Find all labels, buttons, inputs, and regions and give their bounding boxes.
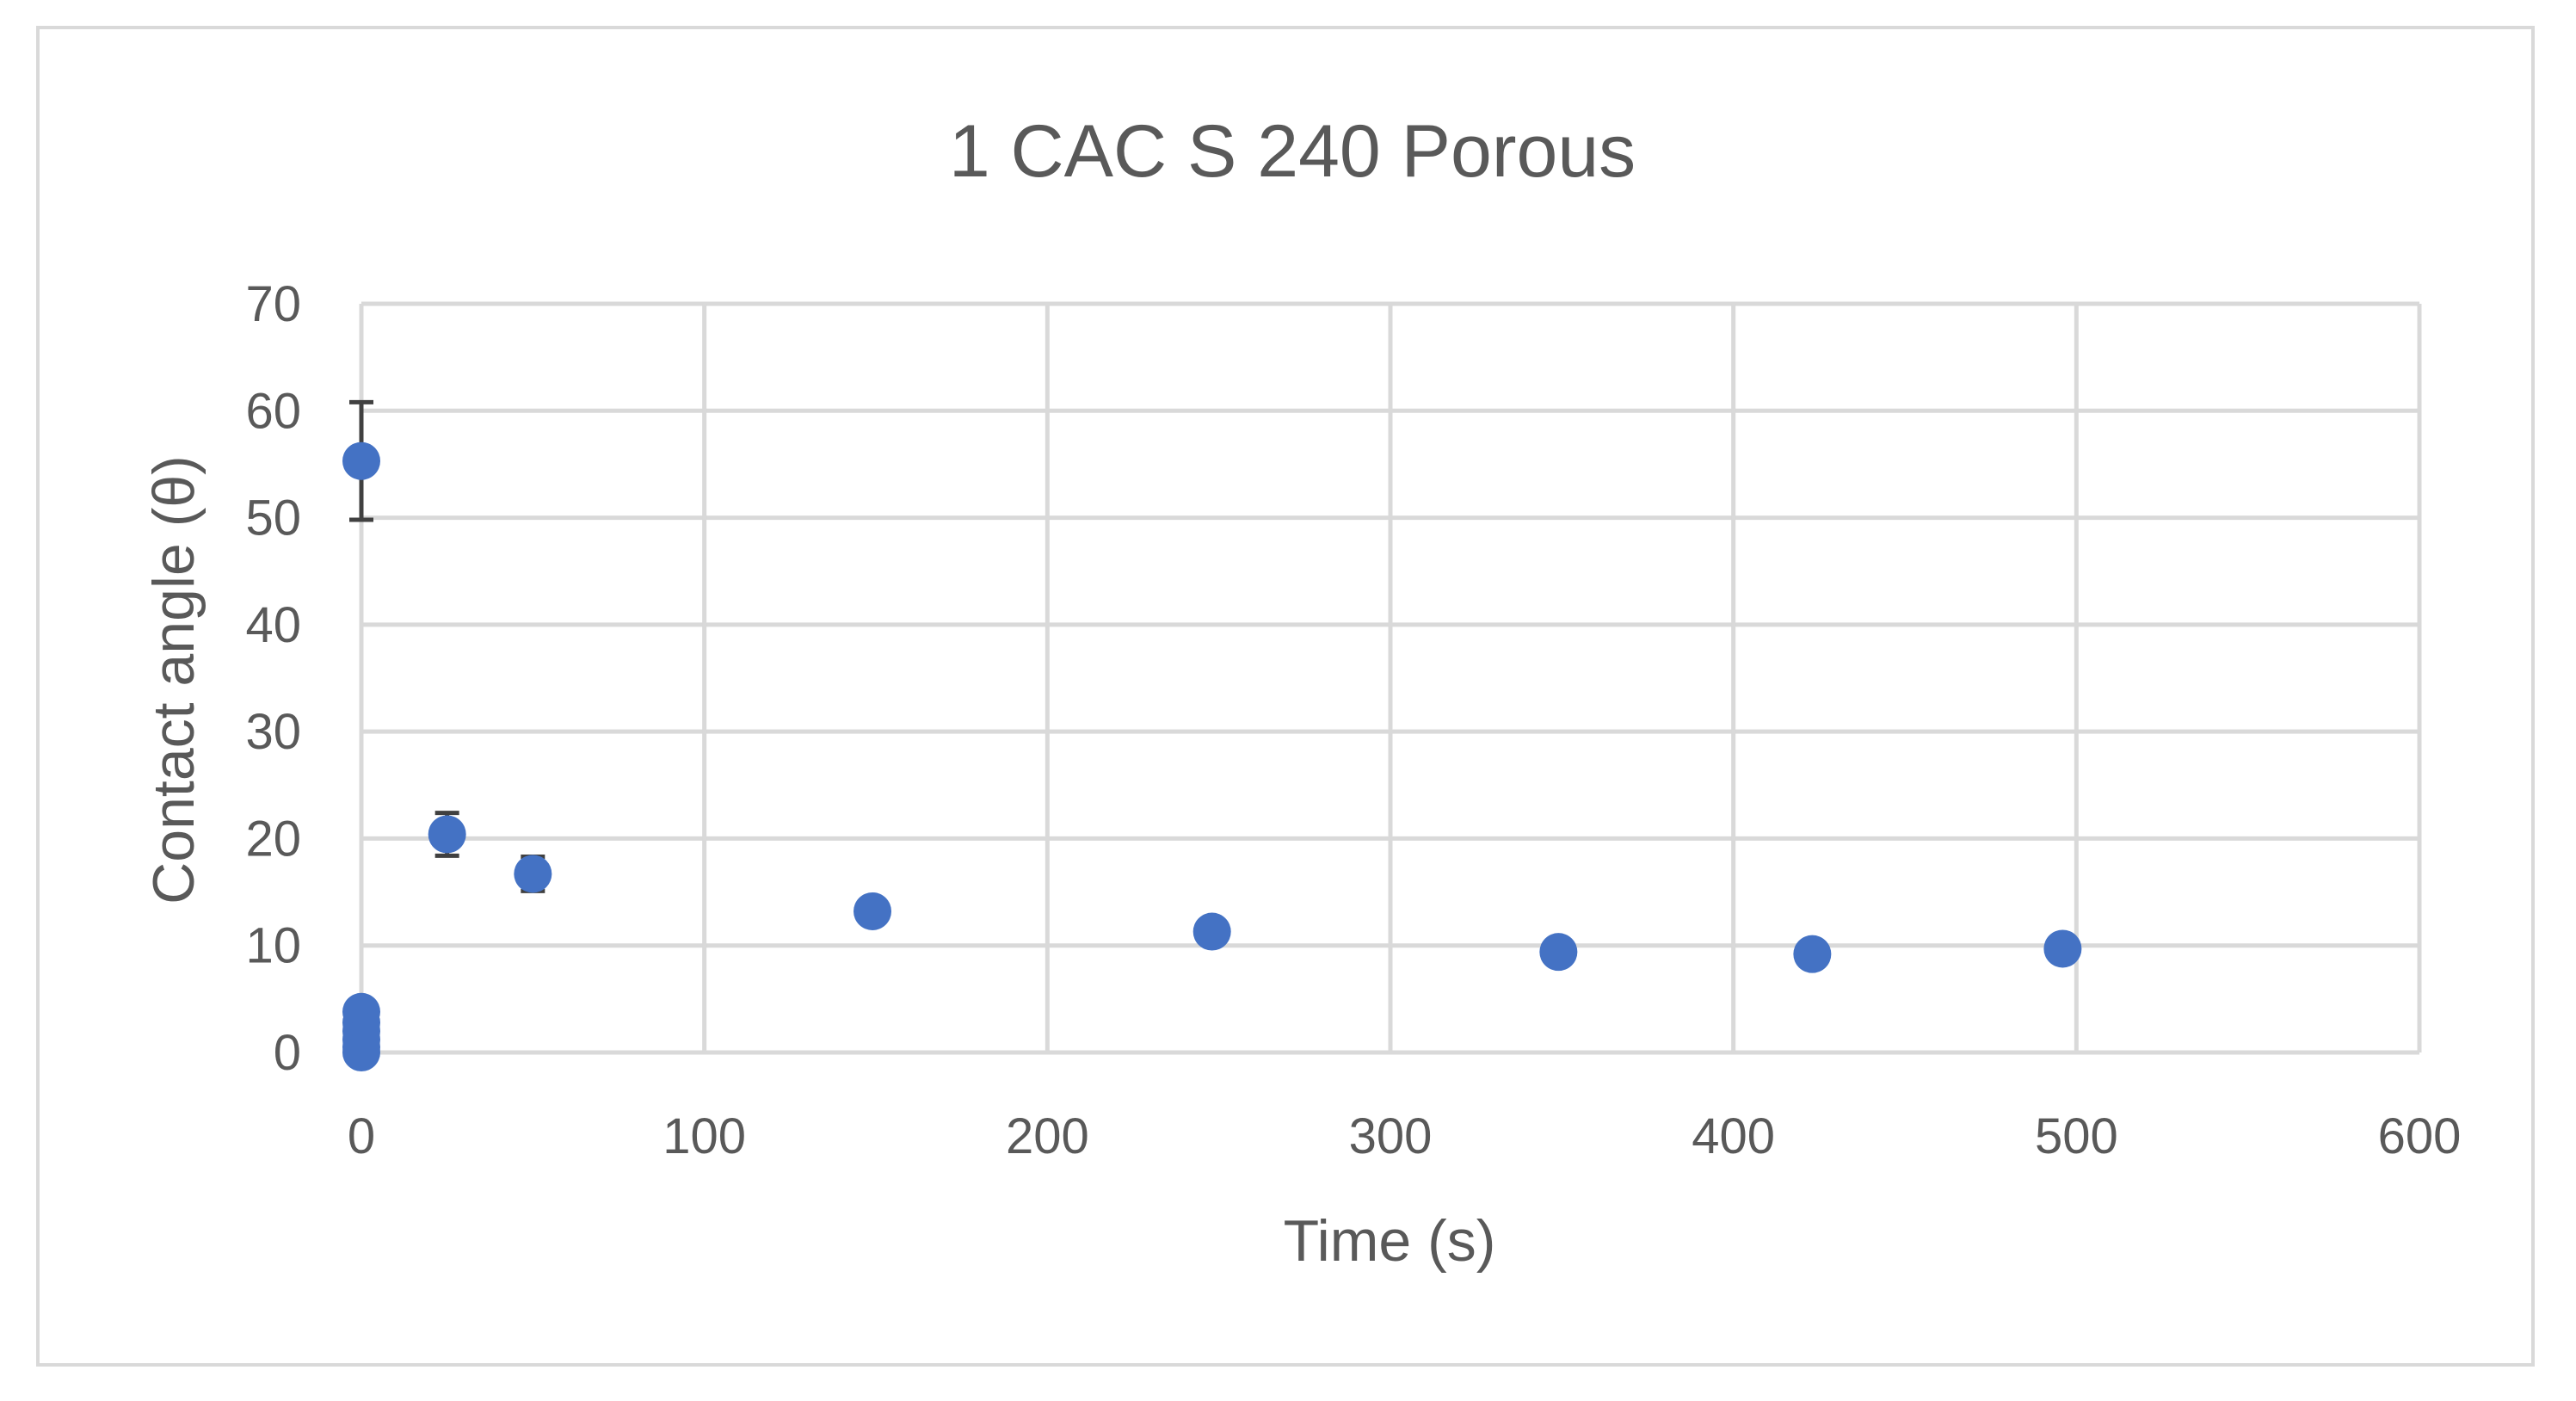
x-tick-label: 300 bbox=[1349, 1108, 1433, 1164]
y-tick-label: 60 bbox=[245, 383, 301, 439]
tick-labels: 0 10 20 30 40 50 60 70 0 100 200 300 400 500 600 bbox=[245, 276, 2461, 1164]
data-point bbox=[514, 855, 552, 893]
data-point bbox=[1539, 933, 1578, 972]
data-point bbox=[342, 441, 380, 480]
x-tick-label: 500 bbox=[2035, 1108, 2118, 1164]
x-tick-label: 0 bbox=[348, 1108, 375, 1164]
y-tick-label: 10 bbox=[245, 918, 301, 974]
gridlines bbox=[359, 301, 2422, 1055]
data-point bbox=[1793, 935, 1832, 973]
data-point bbox=[342, 1034, 380, 1071]
data-point bbox=[2043, 929, 2082, 968]
y-tick-label: 20 bbox=[245, 811, 301, 867]
y-tick-label: 50 bbox=[245, 491, 301, 546]
chart-title: 1 CAC S 240 Porous bbox=[949, 110, 1636, 193]
y-tick-label: 30 bbox=[245, 704, 301, 760]
y-tick-label: 0 bbox=[274, 1025, 301, 1081]
data-point bbox=[1192, 912, 1231, 951]
chart-frame bbox=[36, 26, 2535, 1367]
error-bars bbox=[349, 399, 2075, 962]
x-tick-label: 400 bbox=[1692, 1108, 1775, 1164]
data-points bbox=[342, 441, 2082, 1071]
x-tick-label: 600 bbox=[2378, 1108, 2462, 1164]
y-tick-label: 40 bbox=[245, 597, 301, 653]
data-point bbox=[854, 892, 892, 930]
x-tick-label: 100 bbox=[662, 1108, 746, 1164]
y-axis-title: Contact angle (θ) bbox=[141, 455, 206, 904]
x-tick-label: 200 bbox=[1006, 1108, 1089, 1164]
y-tick-label: 70 bbox=[245, 276, 301, 332]
data-point bbox=[428, 815, 466, 854]
x-axis-title: Time (s) bbox=[1284, 1208, 1496, 1274]
